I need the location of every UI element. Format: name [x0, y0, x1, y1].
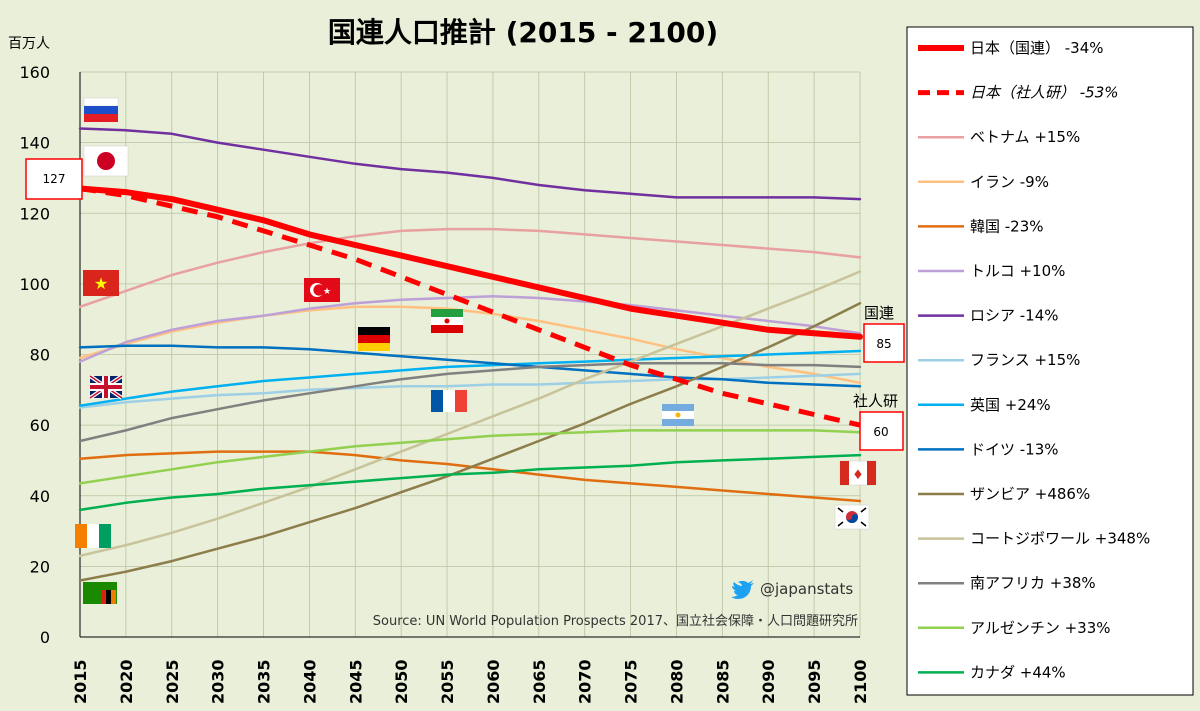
series-line	[79, 186, 861, 428]
svg-text:♦: ♦	[852, 468, 864, 483]
un-end-value-callout: 85	[863, 323, 905, 363]
legend-label: 日本（国連） -34%	[970, 39, 1104, 57]
x-tick-label: 2020	[117, 659, 136, 704]
x-tick-label: 2065	[530, 659, 549, 704]
credit-text: @japanstats	[760, 580, 853, 598]
y-tick-label: 100	[19, 275, 50, 294]
x-tick-labels: 2015 2020 2025 2030 2035 2040 2045 2050 2055 2060…	[71, 659, 870, 704]
france-flag-icon	[431, 390, 467, 412]
series-line	[78, 294, 862, 363]
start-value-callout: 127	[25, 158, 83, 200]
x-tick-label: 2090	[759, 659, 778, 704]
x-tick-label: 2060	[484, 659, 503, 704]
y-axis-label: 百万人	[8, 36, 50, 52]
series-line	[78, 305, 862, 385]
series-line	[77, 185, 863, 340]
russia-flag-icon	[83, 97, 119, 122]
ipss-end-value: 60	[873, 425, 888, 439]
x-tick-label: 2080	[667, 659, 686, 704]
chart-title: 国連人口推計 (2015 - 2100)	[328, 16, 718, 49]
y-tick-label: 120	[19, 204, 50, 223]
legend-label: トルコ +10%	[970, 262, 1065, 280]
canada-flag-icon: ♦	[839, 460, 877, 486]
y-tick-label: 160	[19, 63, 50, 82]
y-tick-label: 140	[19, 134, 50, 153]
un-label: 国連	[864, 304, 894, 322]
series-line	[78, 344, 862, 388]
twitter-bird-icon	[731, 580, 754, 599]
x-tick-label: 2035	[255, 659, 274, 704]
legend-label: イラン -9%	[970, 173, 1049, 191]
x-tick-label: 2050	[392, 659, 411, 704]
x-tick-label: 2100	[851, 659, 870, 704]
y-tick-label: 80	[30, 346, 50, 365]
korea-flag-icon	[834, 504, 870, 530]
x-tick-label: 2045	[346, 659, 365, 704]
legend-label: 日本（社人研） -53%	[970, 84, 1119, 102]
iran-flag-icon	[431, 309, 463, 333]
start-value: 127	[43, 172, 66, 186]
legend-label: ザンビア +486%	[970, 485, 1090, 503]
x-tick-label: 2025	[163, 659, 182, 704]
cote-divoire-flag-icon	[75, 524, 111, 548]
uk-flag-icon	[88, 374, 124, 400]
x-tick-label: 2070	[576, 659, 595, 704]
x-tick-label: 2055	[438, 659, 457, 704]
y-tick-label: 20	[30, 557, 50, 576]
series-line	[78, 349, 862, 407]
series-line	[78, 227, 862, 309]
x-tick-label: 2095	[805, 659, 824, 704]
y-tick-label: 60	[30, 416, 50, 435]
legend: 日本（国連） -34% 日本（社人研） -53% ベトナム +15% イラン -9% 韓…	[918, 39, 1150, 681]
series-line	[78, 453, 862, 512]
series-line	[78, 362, 862, 443]
legend-label: フランス +15%	[970, 351, 1080, 369]
ipss-label: 社人研	[853, 392, 898, 410]
series-line	[78, 429, 862, 485]
japan-flag-icon	[83, 145, 129, 177]
svg-text:★: ★	[94, 274, 108, 293]
legend-label: 韓国 -23%	[970, 217, 1044, 235]
y-tick-labels: 0 20 40 60 80 100 120 140 160	[19, 63, 50, 647]
legend-label: ベトナム +15%	[970, 128, 1080, 146]
svg-text:★: ★	[323, 287, 331, 297]
x-tick-label: 2030	[209, 659, 228, 704]
x-tick-label: 2075	[622, 659, 641, 704]
legend-label: ロシア -14%	[970, 307, 1059, 325]
x-tick-label: 2015	[71, 659, 90, 704]
legend-label: 英国 +24%	[970, 396, 1051, 414]
x-tick-label: 2085	[713, 659, 732, 704]
zambia-flag-icon	[83, 582, 117, 604]
gridlines	[79, 71, 861, 638]
y-tick-label: 0	[40, 628, 50, 647]
ipss-end-value-callout: 60	[859, 411, 904, 451]
legend-label: ドイツ -13%	[970, 440, 1059, 458]
legend-label: 南アフリカ +38%	[970, 574, 1096, 592]
legend-label: カナダ +44%	[970, 663, 1066, 681]
y-tick-label: 40	[30, 487, 50, 506]
turkey-flag-icon: ★	[304, 278, 340, 302]
legend-label: アルゼンチン +33%	[970, 619, 1111, 637]
x-tick-label: 2040	[300, 659, 319, 704]
series-lines	[77, 127, 863, 582]
legend-label: コートジボワール +348%	[970, 530, 1150, 548]
germany-flag-icon	[358, 327, 390, 351]
country-flags: ★ ★	[75, 97, 877, 604]
argentina-flag-icon	[662, 404, 694, 426]
vietnam-flag-icon: ★	[83, 270, 119, 296]
un-end-value: 85	[876, 337, 891, 351]
series-line	[78, 127, 862, 201]
twitter-credit: @japanstats	[731, 580, 853, 599]
source-text: Source: UN World Population Prospects 20…	[373, 613, 858, 629]
